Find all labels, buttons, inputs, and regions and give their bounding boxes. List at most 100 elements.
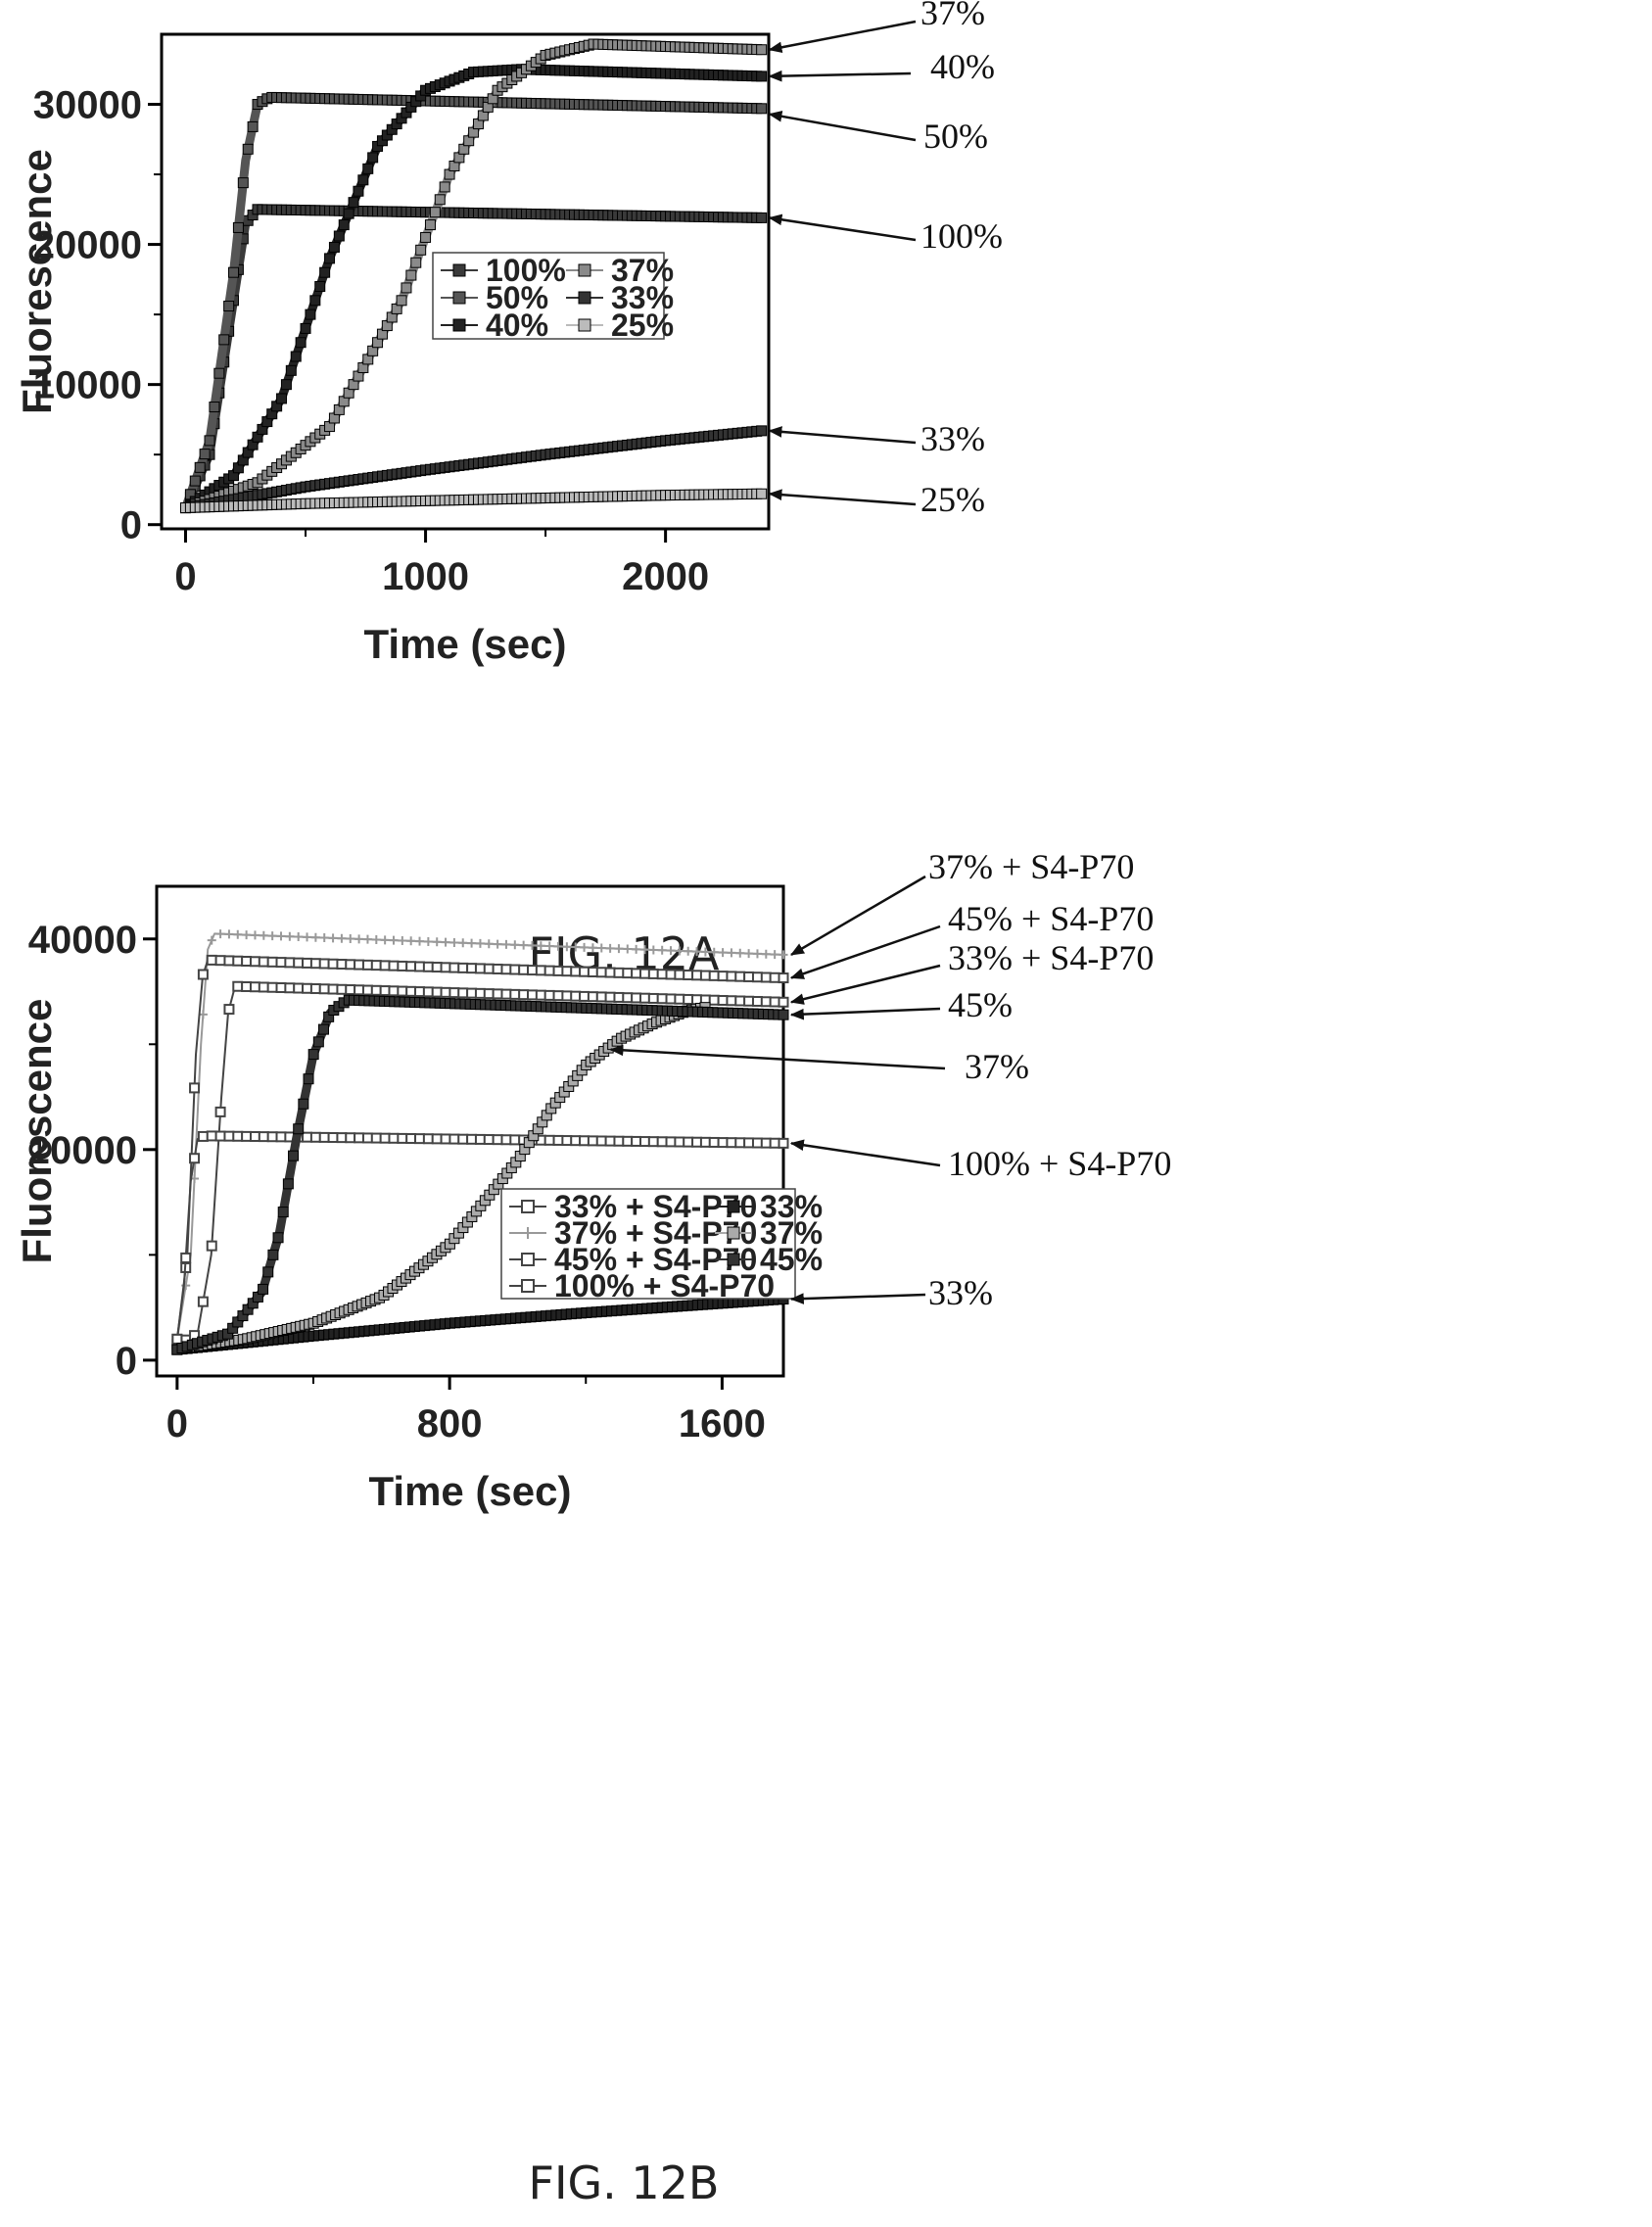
data-point [647,992,659,1004]
data-point [552,1134,564,1146]
data-point [336,983,348,995]
data-point [778,1137,789,1149]
data-point [709,947,719,957]
callout-40pct: 40% [768,47,995,86]
legend-swatch [522,1227,534,1239]
data-point [665,1136,677,1148]
legend-item-40pct: 40% [441,308,548,343]
legend-swatch [727,1226,740,1240]
data-point [595,1135,607,1147]
callout-100pct-plus-s4-p70: 100% + S4-P70 [789,1139,1171,1183]
data-point [345,1132,356,1144]
data-point [197,1130,209,1142]
data-point [756,212,768,223]
data-point [298,1098,309,1110]
data-point [194,461,206,473]
data-point [293,1123,305,1135]
data-point [213,367,225,379]
data-point [249,956,260,968]
data-point [656,993,668,1005]
data-point [448,1133,460,1145]
data-point [197,1296,209,1307]
callout-label: 45% + S4-P70 [948,899,1154,938]
callout-arrow [768,426,917,445]
data-point [422,1133,434,1145]
data-point [647,1136,659,1148]
y-tick-label: 40000 [28,919,137,962]
data-point [778,972,789,984]
data-point [207,935,216,945]
data-point [250,930,260,940]
data-point [362,934,372,944]
legend-item-100pct: 100% [441,253,566,288]
data-point [354,959,365,971]
data-point [743,995,755,1007]
y-tick-label: 20000 [28,1129,137,1172]
data-point [258,1283,269,1295]
data-point [199,449,211,460]
data-point [717,994,729,1006]
data-point [756,488,768,499]
series-100pct-plus-s4-p70 [171,1130,789,1345]
data-point [422,961,434,972]
data-point [422,986,434,998]
data-point [684,946,693,956]
data-point [717,1137,729,1149]
data-point [509,1134,521,1146]
callout-50pct: 50% [768,111,988,156]
data-point [492,963,503,974]
data-point [258,981,269,993]
data-point [500,964,512,975]
data-point [266,956,278,968]
legend-swatch [521,1200,535,1213]
data-point [319,933,329,943]
data-point [751,996,763,1008]
data-point [483,1134,495,1146]
data-point [466,987,478,999]
data-point [595,991,607,1003]
data-point [262,1266,274,1278]
data-point [233,929,243,939]
data-point [353,185,364,197]
data-point [237,177,249,189]
data-point [280,379,292,391]
callout-arrow [789,1139,941,1167]
data-point [604,991,616,1003]
data-point [474,1133,486,1145]
legend-label: 33% [611,280,674,315]
data-point [587,991,598,1003]
callout-label: 25% [920,480,985,519]
data-point [580,942,590,952]
data-point [683,1136,694,1148]
data-point [267,931,277,941]
data-point [302,957,313,969]
data-point [294,932,304,942]
data-point [778,1009,789,1020]
data-point [242,143,254,155]
data-point [535,989,546,1001]
data-point [189,1082,201,1094]
data-point [232,221,244,233]
data-point [405,1133,417,1145]
data-point [466,1133,478,1145]
legend-item-45pct: 45% [715,1242,823,1277]
data-point [631,1135,642,1147]
data-point [552,990,564,1002]
callout-label: 100% [920,216,1003,256]
data-point [275,1131,287,1143]
callout-arrow [768,111,917,142]
data-point [431,986,443,998]
data-point [743,1137,755,1149]
data-point [338,219,350,231]
legend-label: 33% [760,1189,823,1224]
data-point [675,946,684,956]
callout-arrow [768,20,917,54]
data-point [449,937,459,947]
data-point [276,393,288,404]
data-point [354,1132,365,1144]
callout-label: 33% + S4-P70 [948,938,1154,977]
callout-label: 40% [930,47,995,86]
callout-45pct-plus-s4-p70: 45% + S4-P70 [789,899,1154,979]
data-point [258,1131,269,1143]
data-point [223,955,235,967]
